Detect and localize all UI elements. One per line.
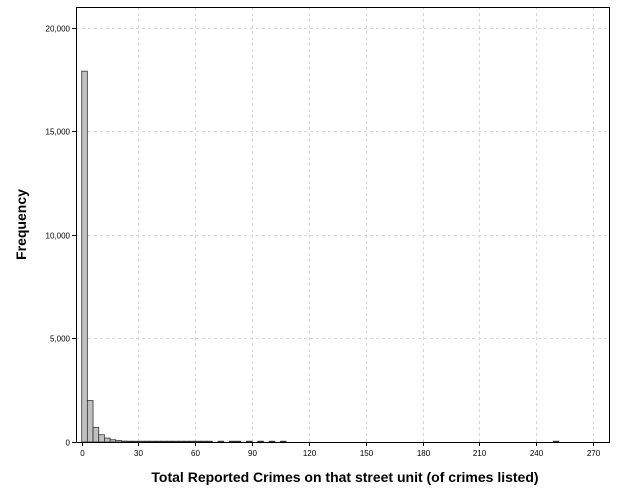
grid-lines: [76, 7, 610, 442]
histogram-bar: [104, 437, 111, 443]
x-tick-label: 90: [248, 449, 257, 458]
x-tick-label: 120: [303, 449, 317, 458]
histogram-bar: [143, 440, 151, 443]
histogram-bar: [172, 440, 179, 443]
histogram-bar: [81, 70, 88, 443]
histogram-bar: [183, 440, 191, 443]
x-tick-label: 150: [360, 449, 374, 458]
x-tick-label: 60: [191, 449, 200, 458]
x-tick-label: 180: [417, 449, 431, 458]
histogram-bar: [228, 440, 236, 443]
y-tick-label: 20,000: [46, 25, 71, 34]
x-tick-label: 270: [587, 449, 601, 458]
x-tick-label: 30: [134, 449, 143, 458]
histogram-bar: [121, 440, 128, 443]
histogram-bar: [234, 440, 242, 443]
histogram-bars: [81, 70, 560, 443]
y-axis-title: Frequency: [13, 189, 29, 260]
histogram-bar: [166, 440, 173, 443]
y-tick-label: 15,000: [46, 128, 71, 137]
histogram-bar: [177, 440, 185, 443]
histogram-bar: [257, 440, 264, 443]
histogram-bar: [98, 434, 105, 443]
histogram-bar: [92, 427, 100, 443]
histogram-bar: [86, 400, 94, 443]
histogram-bar: [132, 440, 139, 443]
histogram-bar: [149, 440, 156, 443]
histogram-bar: [109, 439, 117, 443]
histogram-bar: [280, 440, 287, 443]
histogram-bar: [194, 440, 202, 443]
histogram-bar: [126, 440, 134, 443]
histogram-bar: [552, 440, 560, 443]
histogram-bar: [268, 440, 276, 443]
histogram-bar: [138, 440, 145, 443]
histogram-bar: [206, 440, 213, 443]
histogram-bar: [160, 440, 168, 443]
y-tick-label: 5,000: [50, 335, 71, 344]
histogram-bar: [217, 440, 225, 443]
histogram-bar: [115, 440, 122, 443]
histogram-bar: [155, 440, 162, 443]
y-tick-label: 10,000: [46, 232, 71, 241]
histogram-bar: [200, 440, 208, 443]
y-tick-label: 0: [66, 439, 71, 448]
y-axis: 0 5,000 10,000 15,000 20,000: [46, 25, 76, 448]
histogram-bar: [246, 440, 253, 443]
x-tick-label: 240: [530, 449, 544, 458]
plot-frame: [76, 7, 610, 443]
x-axis: 0 30 60 90 120 150 180 210 240 270: [80, 442, 601, 458]
x-axis-title: Total Reported Crimes on that street uni…: [151, 469, 538, 485]
histogram-bar: [189, 440, 196, 443]
x-tick-label: 210: [473, 449, 487, 458]
x-tick-label: 0: [80, 449, 85, 458]
